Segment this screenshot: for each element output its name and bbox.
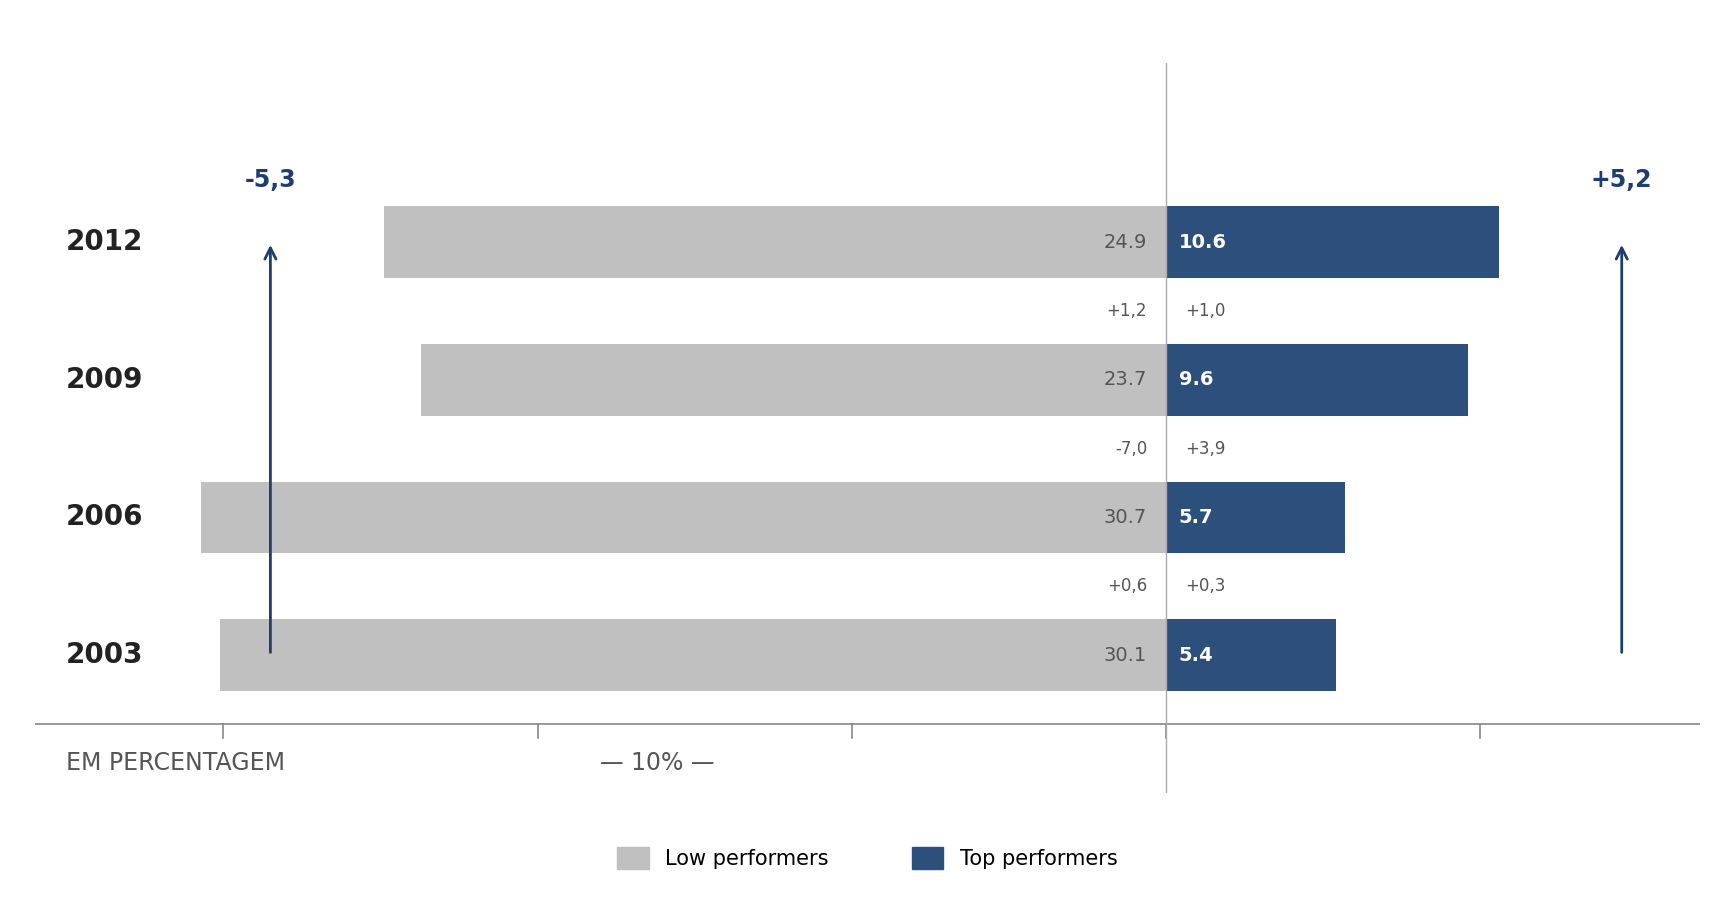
Text: +1,0: +1,0 xyxy=(1185,302,1225,320)
Text: 10.6: 10.6 xyxy=(1178,232,1227,251)
Text: 9.6: 9.6 xyxy=(1178,370,1213,389)
Bar xyxy=(1166,619,1336,691)
Bar xyxy=(422,344,1166,415)
Text: 2003: 2003 xyxy=(66,642,144,669)
Bar xyxy=(1166,206,1499,278)
Text: +0,3: +0,3 xyxy=(1185,578,1225,596)
Bar xyxy=(201,482,1166,553)
Text: -7,0: -7,0 xyxy=(1116,440,1147,458)
Bar xyxy=(383,206,1166,278)
Bar xyxy=(1166,482,1345,553)
Text: +3,9: +3,9 xyxy=(1185,440,1225,458)
Text: +0,6: +0,6 xyxy=(1107,578,1147,596)
Text: 2009: 2009 xyxy=(66,366,144,394)
Text: 30.1: 30.1 xyxy=(1103,646,1147,665)
Legend: Low performers, Top performers: Low performers, Top performers xyxy=(609,839,1126,878)
Text: EM PERCENTAGEM: EM PERCENTAGEM xyxy=(66,751,285,775)
Text: 30.7: 30.7 xyxy=(1103,508,1147,527)
Text: 24.9: 24.9 xyxy=(1103,232,1147,251)
Text: 2012: 2012 xyxy=(66,228,144,256)
Text: 5.7: 5.7 xyxy=(1178,508,1213,527)
Text: -5,3: -5,3 xyxy=(245,168,297,192)
Text: 5.4: 5.4 xyxy=(1178,646,1213,665)
Text: — 10% —: — 10% — xyxy=(600,751,715,775)
Text: +1,2: +1,2 xyxy=(1107,302,1147,320)
Text: +5,2: +5,2 xyxy=(1591,168,1652,192)
Text: 23.7: 23.7 xyxy=(1103,370,1147,389)
Bar xyxy=(220,619,1166,691)
Bar xyxy=(1166,344,1468,415)
Text: 2006: 2006 xyxy=(66,504,144,532)
